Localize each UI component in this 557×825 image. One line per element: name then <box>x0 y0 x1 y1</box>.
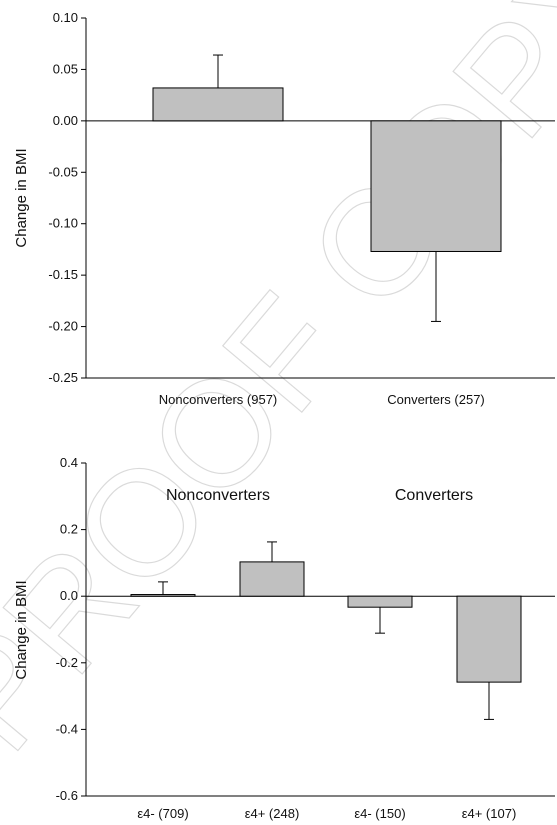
chart-2-y-tick-label: -0.4 <box>56 721 78 736</box>
chart-1-y-tick-label: -0.05 <box>48 164 78 179</box>
chart-2-category-label: ε4- (709) <box>137 806 188 821</box>
chart-1-y-tick-label: -0.15 <box>48 267 78 282</box>
chart-1-y-tick-label: -0.25 <box>48 370 78 385</box>
chart-1-category-label: Converters (257) <box>387 392 485 407</box>
chart-2-category-labels: ε4- (709) ε4+ (248) ε4- (150) ε4+ (107) <box>137 806 516 821</box>
chart-2-category-label: ε4- (150) <box>354 806 405 821</box>
chart-1-y-tick-label: 0.00 <box>53 113 78 128</box>
chart-2-y-tick-label: -0.6 <box>56 788 78 803</box>
chart-1-category-label: Nonconverters (957) <box>159 392 278 407</box>
chart-2-y-tick-label: 0.4 <box>60 455 78 470</box>
chart-1-y-ticks: 0.10 0.05 0.00 -0.05 -0.10 -0.15 -0.20 -0.25 <box>48 10 86 385</box>
chart-1-bars <box>152 54 502 322</box>
chart-2-y-ticks: 0.4 0.2 0.0 -0.2 -0.4 -0.6 <box>56 455 86 803</box>
chart-2-bar <box>130 594 196 597</box>
chart-2-y-tick-label: -0.2 <box>56 655 78 670</box>
chart-2-category-label: ε4+ (107) <box>462 806 517 821</box>
chart-2-bar <box>456 595 522 683</box>
chart-2: Change in BMI Nonconverters Converters 0… <box>13 455 555 821</box>
chart-1-y-tick-label: 0.05 <box>53 61 78 76</box>
chart-1: Change in BMI 0.10 0.05 0.00 -0.05 -0.10 -0.1… <box>13 10 555 407</box>
chart-1-bar <box>152 87 284 122</box>
chart-2-category-label: ε4+ (248) <box>245 806 300 821</box>
chart-1-bar <box>370 120 502 252</box>
chart-2-bar <box>347 595 413 608</box>
chart-1-y-axis-title: Change in BMI <box>13 148 30 247</box>
chart-1-y-tick-label: 0.10 <box>53 10 78 25</box>
chart-2-y-tick-label: 0.2 <box>60 522 78 537</box>
chart-2-bars <box>130 541 522 720</box>
chart-2-y-tick-label: 0.0 <box>60 588 78 603</box>
chart-2-bar <box>239 561 305 597</box>
chart-1-y-tick-label: -0.10 <box>48 216 78 231</box>
chart-2-y-axis-title: Change in BMI <box>13 580 30 679</box>
group-label-converters: Converters <box>395 487 473 504</box>
chart-1-y-tick-label: -0.20 <box>48 319 78 334</box>
chart-1-category-labels: Nonconverters (957) Converters (257) <box>159 392 485 407</box>
group-label-nonconverters: Nonconverters <box>166 487 270 504</box>
